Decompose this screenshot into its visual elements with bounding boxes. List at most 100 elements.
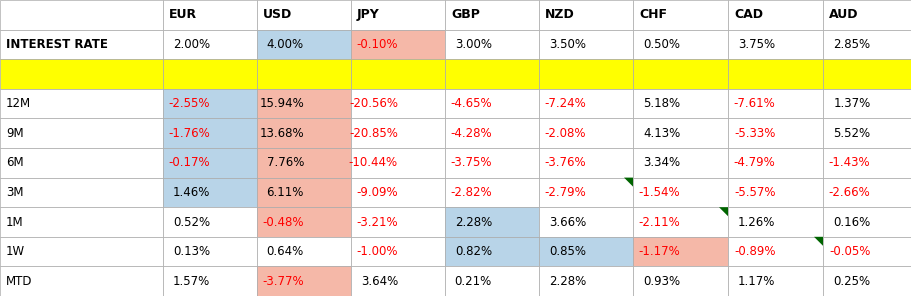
Bar (538, 266, 632, 296)
Bar (257, 30, 351, 59)
Text: GBP: GBP (451, 8, 479, 21)
Text: -0.17%: -0.17% (169, 156, 210, 169)
Bar (538, 0, 632, 30)
Text: 12M: 12M (6, 97, 31, 110)
Bar (727, 207, 822, 237)
Bar (0, 89, 163, 118)
Bar (351, 178, 445, 207)
Bar (0, 148, 163, 178)
Bar (0, 0, 163, 30)
Text: -2.66%: -2.66% (828, 186, 869, 199)
Text: -9.09%: -9.09% (356, 186, 397, 199)
Text: -2.08%: -2.08% (544, 127, 586, 140)
Text: EUR: EUR (169, 8, 197, 21)
Bar (445, 178, 538, 207)
Bar (0, 266, 163, 296)
Text: CHF: CHF (639, 8, 666, 21)
Text: 0.25%: 0.25% (833, 275, 869, 288)
Text: 0.16%: 0.16% (833, 215, 869, 229)
Bar (351, 89, 445, 118)
Bar (163, 89, 257, 118)
Text: NZD: NZD (545, 8, 574, 21)
Text: -20.85%: -20.85% (349, 127, 397, 140)
Bar (163, 266, 257, 296)
Text: 0.64%: 0.64% (266, 245, 303, 258)
Bar (445, 0, 538, 30)
Bar (257, 207, 351, 237)
Text: -1.00%: -1.00% (356, 245, 397, 258)
Bar (163, 207, 257, 237)
Text: 1W: 1W (6, 245, 26, 258)
Bar (822, 266, 911, 296)
Text: 2.85%: 2.85% (833, 38, 869, 51)
Bar (727, 118, 822, 148)
Bar (445, 30, 538, 59)
Bar (0, 59, 163, 89)
Bar (822, 59, 911, 89)
Bar (538, 59, 632, 89)
Bar (445, 207, 538, 237)
Bar (351, 59, 445, 89)
Bar (257, 148, 351, 178)
Text: 5.18%: 5.18% (642, 97, 680, 110)
Text: 9M: 9M (6, 127, 24, 140)
Bar (727, 30, 822, 59)
Text: 3M: 3M (6, 186, 24, 199)
Text: 4.13%: 4.13% (642, 127, 680, 140)
Text: -2.82%: -2.82% (450, 186, 491, 199)
Bar (351, 118, 445, 148)
Bar (351, 30, 445, 59)
Text: 0.93%: 0.93% (642, 275, 680, 288)
Bar (727, 0, 822, 30)
Bar (163, 30, 257, 59)
Text: -1.76%: -1.76% (168, 127, 210, 140)
Bar (632, 118, 727, 148)
Text: 6M: 6M (6, 156, 24, 169)
Text: 0.50%: 0.50% (643, 38, 680, 51)
Text: AUD: AUD (828, 8, 857, 21)
Bar (632, 207, 727, 237)
Bar (163, 0, 257, 30)
Bar (538, 207, 632, 237)
Text: 2.28%: 2.28% (455, 215, 491, 229)
Text: 1.26%: 1.26% (737, 215, 774, 229)
Bar (822, 237, 911, 266)
Bar (257, 59, 351, 89)
Text: CAD: CAD (733, 8, 763, 21)
Text: 2.00%: 2.00% (173, 38, 210, 51)
Bar (351, 207, 445, 237)
Bar (632, 89, 727, 118)
Text: 6.11%: 6.11% (266, 186, 303, 199)
Bar (727, 237, 822, 266)
Text: 5.52%: 5.52% (833, 127, 869, 140)
Text: -1.54%: -1.54% (639, 186, 680, 199)
Text: 4.00%: 4.00% (267, 38, 303, 51)
Bar (727, 178, 822, 207)
Text: -0.05%: -0.05% (828, 245, 869, 258)
Text: USD: USD (262, 8, 292, 21)
Text: -3.21%: -3.21% (356, 215, 397, 229)
Text: JPY: JPY (356, 8, 379, 21)
Bar (351, 266, 445, 296)
Text: 0.21%: 0.21% (455, 275, 491, 288)
Text: 0.13%: 0.13% (173, 245, 210, 258)
Text: -4.79%: -4.79% (733, 156, 774, 169)
Text: 1.17%: 1.17% (737, 275, 774, 288)
Text: 1.46%: 1.46% (172, 186, 210, 199)
Text: 3.75%: 3.75% (738, 38, 774, 51)
Bar (727, 148, 822, 178)
Bar (538, 148, 632, 178)
Text: -2.55%: -2.55% (169, 97, 210, 110)
Text: 13.68%: 13.68% (259, 127, 303, 140)
Text: -2.79%: -2.79% (544, 186, 586, 199)
Text: -3.76%: -3.76% (544, 156, 586, 169)
Bar (822, 89, 911, 118)
Polygon shape (814, 237, 822, 246)
Text: -0.48%: -0.48% (262, 215, 303, 229)
Bar (0, 30, 163, 59)
Text: -5.33%: -5.33% (733, 127, 774, 140)
Bar (445, 148, 538, 178)
Text: 2.28%: 2.28% (548, 275, 586, 288)
Text: INTEREST RATE: INTEREST RATE (6, 38, 107, 51)
Text: 1M: 1M (6, 215, 24, 229)
